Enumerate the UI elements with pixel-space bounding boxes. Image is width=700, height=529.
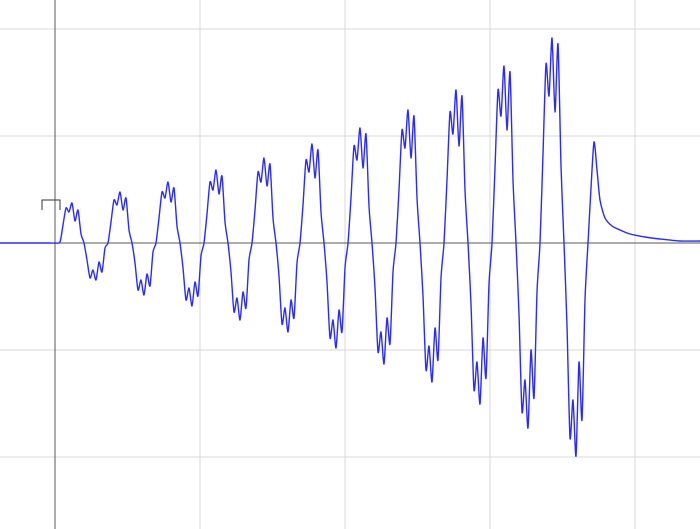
plot-background	[0, 0, 700, 529]
waveform-plot	[0, 0, 700, 529]
plot-svg	[0, 0, 700, 529]
